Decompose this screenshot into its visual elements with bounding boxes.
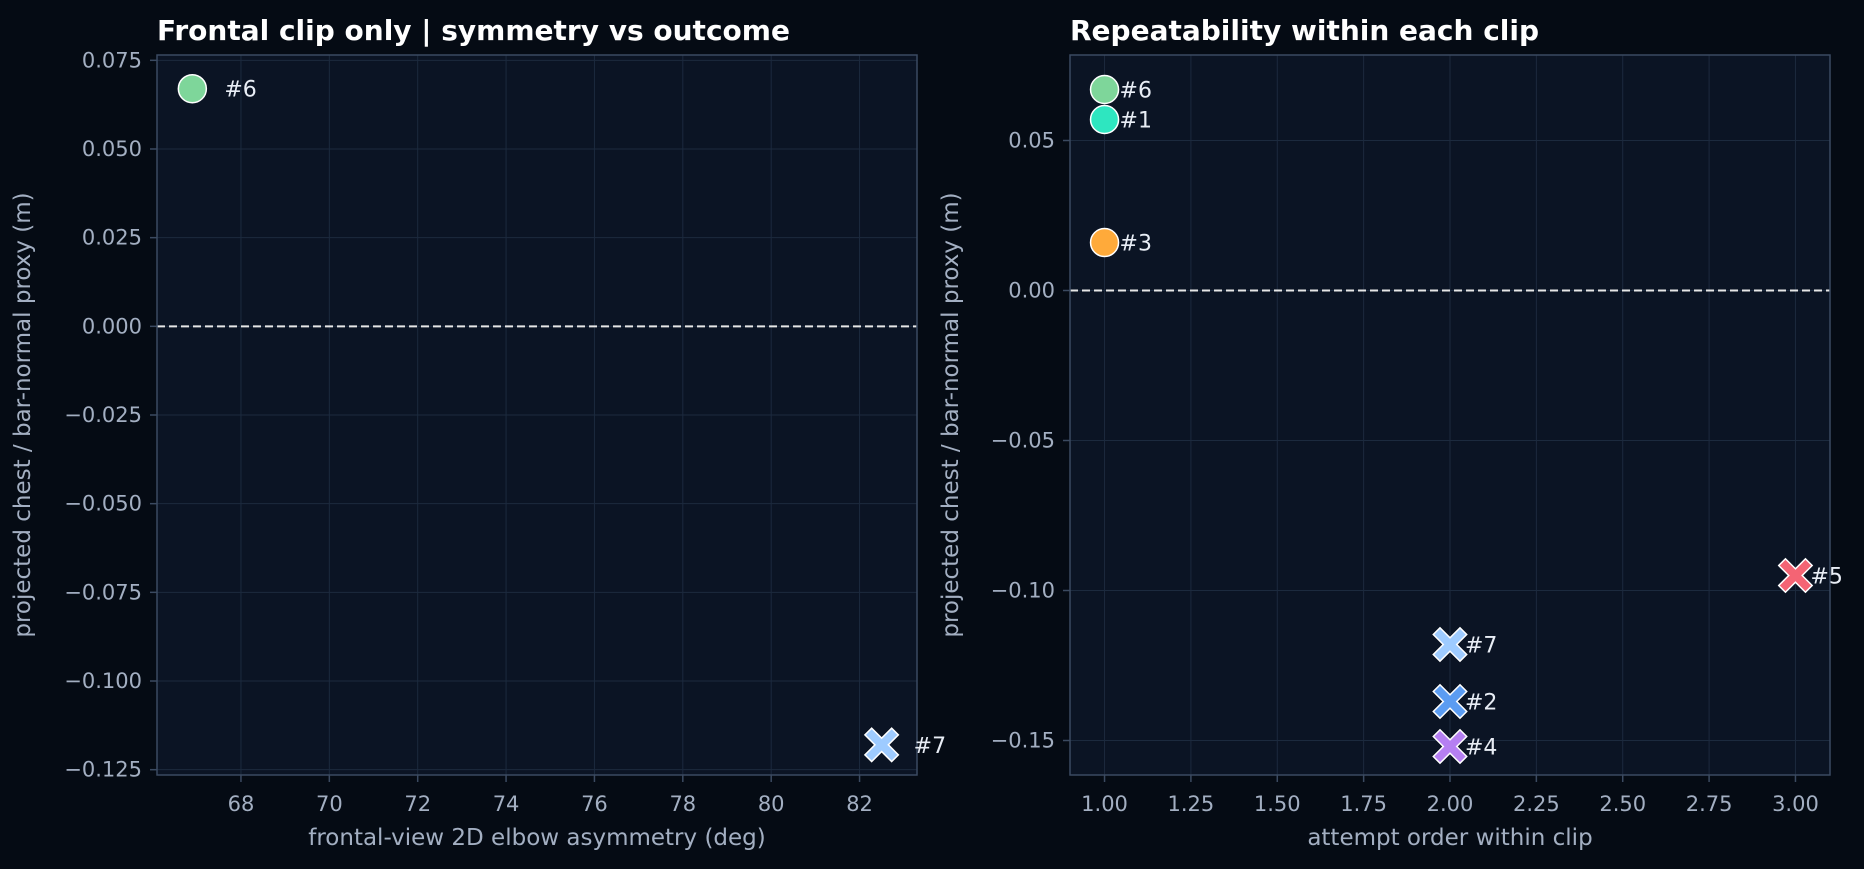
x-tick-label: 70 [316,792,343,816]
chart-title: Repeatability within each clip [1070,14,1539,47]
point-label: #5 [1810,565,1842,590]
y-tick-label: 0.075 [82,48,142,72]
x-tick-label: 2.25 [1513,792,1560,816]
x-axis-label: attempt order within clip [1307,825,1592,851]
point-label: #3 [1120,232,1152,257]
point-label: #6 [1120,79,1152,104]
x-tick-label: 74 [493,792,520,816]
y-axis-label: projected chest / bar-normal proxy (m) [10,192,36,637]
x-tick-label: 82 [846,792,873,816]
x-tick-label: 2.00 [1427,792,1474,816]
point-label: #6 [224,78,256,103]
x-tick-label: 72 [404,792,431,816]
y-tick-label: −0.075 [64,580,142,604]
chart-panel-2: 1.00 1.25 1.50 1.75 2.00 2.25 2.50 2.75 3.00 0.05… [938,14,1843,851]
chart-title: Frontal clip only | symmetry vs outcome [157,14,790,47]
x-tick-label: 1.50 [1254,792,1301,816]
y-tick-label: 0.00 [1008,279,1055,303]
y-tick-label: −0.10 [991,579,1055,603]
x-axis-label: frontal-view 2D elbow asymmetry (deg) [308,825,765,851]
y-tick-label: 0.050 [82,137,142,161]
x-tick-label: 78 [669,792,696,816]
point-label: #2 [1465,691,1497,716]
point-label: #7 [914,734,946,759]
x-tick-label: 3.00 [1772,792,1819,816]
data-point-n2 [1432,683,1468,720]
x-tick-label: 1.00 [1081,792,1128,816]
y-tick-label: 0.05 [1008,129,1055,153]
x-tick-label: 80 [758,792,785,816]
x-tick-label: 68 [228,792,255,816]
y-tick-label: 0.025 [82,226,142,250]
y-tick-label: −0.125 [64,758,142,782]
data-point-n6 [1089,74,1120,105]
x-tick-label: 1.75 [1340,792,1387,816]
y-tick-label: 0.000 [82,314,142,338]
y-tick-label: −0.05 [991,429,1055,453]
chart-panel-1: 68 70 72 74 76 78 80 82 0.075 0.050 0.025 0.000 −0.0… [10,14,946,851]
y-tick-label: −0.15 [991,729,1055,753]
y-tick-label: −0.050 [64,492,142,516]
x-tick-label: 2.75 [1686,792,1733,816]
data-point-n1 [1089,104,1120,135]
data-point-n4 [1432,728,1468,765]
x-tick-label: 1.25 [1168,792,1215,816]
x-tick-label: 2.50 [1599,792,1646,816]
data-point-n5 [1777,557,1814,594]
data-point-n3 [1089,227,1120,258]
data-point-n7 [1432,626,1468,663]
y-tick-label: −0.100 [64,669,142,693]
point-label: #1 [1120,109,1152,134]
point-label: #7 [1465,634,1497,659]
data-point-n6 [177,73,208,104]
y-tick-label: −0.025 [64,403,142,427]
x-tick-label: 76 [581,792,608,816]
data-point-n7 [863,727,900,763]
point-label: #4 [1465,736,1497,761]
y-axis-label: projected chest / bar-normal proxy (m) [938,192,964,637]
